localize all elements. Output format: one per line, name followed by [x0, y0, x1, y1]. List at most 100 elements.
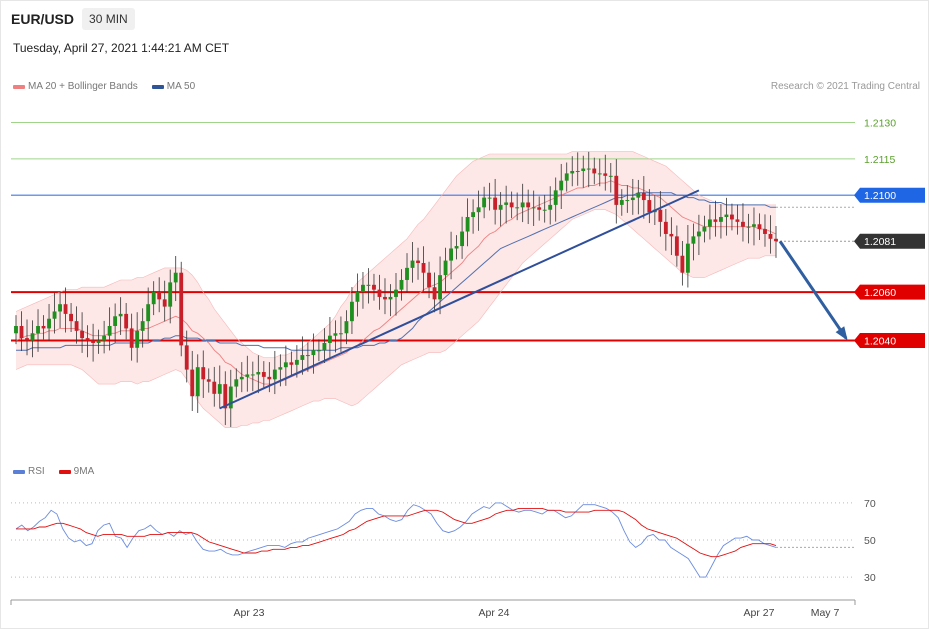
candle-body	[498, 204, 503, 210]
candle	[427, 261, 431, 299]
candle-body	[542, 209, 547, 211]
candle-body	[570, 170, 575, 174]
candle-body	[300, 355, 305, 360]
candle	[36, 309, 40, 352]
candle	[261, 361, 266, 388]
candle-body	[597, 173, 602, 175]
candle	[217, 365, 222, 409]
candle-body	[19, 326, 24, 339]
candle	[520, 183, 525, 223]
candle	[250, 361, 255, 392]
candle-body	[432, 287, 437, 300]
candle-body	[713, 219, 718, 222]
candle	[366, 268, 371, 304]
candle-body	[146, 304, 151, 322]
candle-body	[735, 219, 740, 222]
candle-body	[190, 369, 195, 397]
candle	[394, 272, 398, 316]
candle	[272, 350, 277, 395]
candle-body	[399, 279, 404, 290]
candle	[239, 362, 244, 393]
candle	[140, 308, 145, 348]
legend-swatch-ma50	[151, 84, 164, 89]
candle-body	[289, 362, 294, 365]
candle	[102, 320, 107, 354]
candle	[201, 350, 206, 398]
candle-body	[322, 342, 327, 351]
candle	[405, 253, 409, 293]
chart-header: EUR/USD 30 MIN	[11, 7, 135, 31]
candle-body	[520, 202, 525, 208]
candle	[526, 189, 531, 225]
candle-body	[674, 236, 679, 256]
candle	[702, 215, 707, 243]
candle-body	[641, 192, 646, 201]
candle	[168, 269, 173, 324]
candle	[267, 362, 272, 393]
price-label-1.2115: 1.2115	[864, 154, 895, 166]
candle	[465, 198, 470, 247]
candle	[113, 303, 118, 343]
candle-body	[201, 367, 206, 380]
candle	[625, 185, 630, 213]
candle	[449, 231, 453, 280]
price-label-text: 1.2130	[864, 118, 896, 130]
candle-body	[471, 212, 476, 217]
candle	[537, 196, 542, 221]
candle	[305, 342, 310, 372]
candle	[696, 214, 701, 256]
timeframe-badge[interactable]: 30 MIN	[82, 8, 135, 30]
candle	[713, 200, 718, 237]
candle-body	[173, 272, 178, 283]
candle	[228, 369, 233, 428]
price-label-box	[854, 284, 925, 300]
candle-body	[102, 335, 107, 341]
candle-body	[680, 255, 685, 273]
candle-body	[63, 304, 68, 314]
candle	[658, 191, 663, 237]
candle-body	[537, 207, 542, 210]
candle-body	[630, 197, 635, 201]
candle	[487, 182, 492, 211]
candle	[515, 192, 520, 221]
candle-body	[162, 299, 167, 307]
candle-body	[135, 330, 140, 348]
candle	[509, 191, 514, 219]
price-label-text: 1.2040	[864, 336, 896, 348]
candle	[614, 159, 619, 224]
candle	[372, 273, 376, 301]
candle	[124, 302, 129, 340]
candle-body	[344, 321, 349, 334]
candle	[432, 272, 437, 313]
candle	[344, 310, 349, 345]
candle-body	[366, 284, 371, 286]
rsi-tick-label-70: 70	[864, 498, 876, 510]
candle	[96, 329, 101, 354]
candle	[91, 323, 96, 362]
candle	[768, 215, 773, 254]
rsi-legend: RSI 9MA	[13, 466, 104, 477]
candle	[774, 225, 778, 258]
candle-body	[228, 386, 233, 409]
candle	[19, 311, 24, 351]
candle-body	[719, 217, 723, 222]
candle-body	[267, 376, 272, 380]
candle	[316, 339, 321, 362]
candle	[597, 158, 602, 187]
price-label-text: 1.2081	[864, 236, 896, 248]
candle	[730, 203, 734, 231]
candle	[58, 291, 62, 329]
projection-arrow-head	[835, 326, 848, 341]
candle	[30, 320, 35, 358]
candle	[311, 333, 316, 374]
candle-body	[394, 289, 398, 297]
price-label-1.2130: 1.2130	[864, 118, 896, 130]
uptrend-line	[219, 189, 700, 410]
candle-body	[636, 192, 641, 198]
price-label-1.2100: 1.2100	[854, 187, 925, 203]
candle-body	[113, 316, 118, 326]
candle-body	[763, 229, 767, 234]
candle-body	[212, 381, 217, 394]
candle	[47, 303, 51, 342]
